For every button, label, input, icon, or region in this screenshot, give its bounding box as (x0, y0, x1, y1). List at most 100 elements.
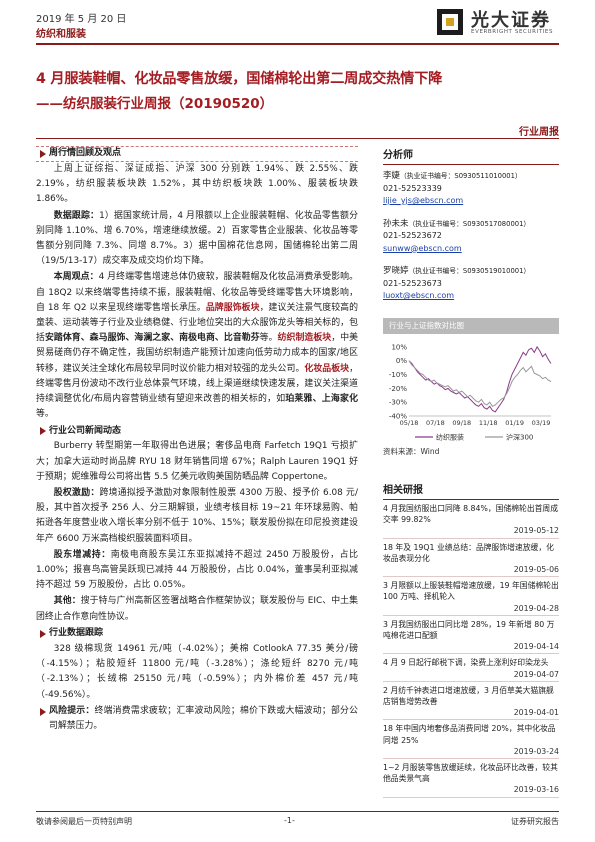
series-line-1 (408, 360, 552, 407)
x-tick-label: 11/18 (479, 419, 498, 427)
related-report-item[interactable]: 2 月纺千钟表进口增速放缓，3 月佰草美大猫旗舰店销售增势改善 2019-04-0… (383, 682, 559, 721)
title-divider (36, 138, 559, 139)
paragraph-text: ，中美贸易磋商仍存不确定性，我国纺织制造产能预计加速向低劳动力成本的国家/地区转… (36, 333, 359, 374)
related-report-title: 4 月 9 日起行邮税下调，染费上涨利好印染龙头 (383, 658, 549, 668)
logo-text: 光大证券 (471, 10, 551, 31)
series-line-0 (408, 345, 552, 413)
risk-paragraph: 风险提示：终端消费需求疲软；汇率波动风险；棉价下跌或大幅波动；部分公司解禁压力。 (36, 704, 358, 734)
chart-source: 资料来源：Wind (383, 447, 440, 456)
analyst-phone: 021-52523672 (383, 231, 442, 240)
triangle-bullet-icon (40, 427, 46, 436)
paragraph-text: 搜于特与广州高新区签署战略合作框架协议；联发股份与 EIC、中土集团终止合作意向… (36, 596, 359, 622)
report-subtitle: ——纺织服装行业周报（20190520） (36, 96, 274, 112)
related-report-title: 3 月限额以上服装鞋帽增速放缓，19 年国储棉轮出 100 万吨、择机轮入 (383, 581, 559, 602)
related-report-item[interactable]: 3 月限额以上服装鞋帽增速放缓，19 年国储棉轮出 100 万吨、择机轮入 201… (383, 577, 559, 616)
analyst-card: 罗晓婷（执业证书编号：S0930519010001） 021-52523673 … (383, 265, 559, 303)
index-comparison-chart: 行业与上证指数对比图 10% 0% -10% -20% -30% -40% 05/18 07/… (383, 318, 559, 456)
data-tracking-paragraph: 数据跟踪：1）据国家统计局，4 月限额以上企业服装鞋帽、化妆品零售额分别同降 1… (36, 209, 358, 270)
related-report-title: 2 月纺千钟表进口增速放缓，3 月佰草美大猫旗舰店销售增势改善 (383, 685, 554, 707)
paragraph-text: 4 月终端零售增速总体仍疲软，服装鞋帽及化妆品消费承受影响。自 18Q2 以来终… (36, 272, 359, 313)
analyst-phone: 021-52523673 (383, 278, 442, 288)
logo-subtext: EVERBRIGHT SECURITIES (471, 29, 554, 35)
paragraph-text: ，终端零售月份波动不改行业总体景气环境，线上渠道继续快速发展，建议关注渠道持续调… (36, 363, 358, 405)
triangle-bullet-icon (40, 707, 46, 716)
related-report-title: 18 年中国内地奢侈品消费同增 20%，其中化妆品同增 25% (383, 724, 556, 745)
related-heading: 相关研报 (383, 481, 559, 500)
analyst-card: 李婕（执业证书编号：S0930511010001） 021-52523339 l… (383, 170, 559, 208)
analyst-name: 罗晓婷 (383, 266, 409, 276)
related-report-title: 3 月我国纺服出口同比增 28%，19 年新增 80 万吨棉花进口配额 (383, 619, 555, 641)
triangle-bullet-icon (40, 150, 46, 158)
y-tick-label: -20% (389, 385, 407, 393)
report-title: 4 月服装鞋帽、化妆品零售放缓，国储棉轮出第二周成交热情下降 (36, 71, 443, 87)
lead-label: 数据跟踪： (53, 210, 100, 221)
y-tick-label: -30% (389, 399, 407, 407)
footer-divider (36, 811, 559, 812)
related-report-item[interactable]: 1~2 月服装零售放缓延续，化妆品环比改善，较其他品类景气高 2019-03-16 (383, 759, 559, 798)
analyst-phone: 021-52523339 (383, 183, 442, 193)
header-divider (36, 43, 559, 45)
related-reports: 相关研报 4 月我国纺服出口同降 8.84%，国储棉轮出首周成交率 99.82%… (383, 481, 559, 798)
x-tick-label: 03/19 (532, 419, 551, 427)
news-paragraph: Burberry 转型期第一年取得出色进展；奢侈品电商 Farfetch 19Q… (36, 441, 358, 482)
equity-incentive-paragraph: 股权激励：跨境通拟授予激励对象限制性股票 4300 万股、授予价 6.08 元/… (36, 486, 358, 547)
x-tick-label: 09/18 (452, 419, 471, 427)
related-report-item[interactable]: 4 月 9 日起行邮税下调，染费上涨利好印染龙头 2019-04-07 (383, 654, 559, 682)
page-number: -1- (284, 816, 295, 825)
paragraph-text: 终端消费需求疲软；汇率波动风险；棉价下跌或大幅波动；部分公司解禁压力。 (49, 705, 359, 731)
industry-data-paragraph: 328 级棉现货 14961 元/吨（-4.02%）；美棉 CotlookA 7… (36, 643, 358, 700)
company-names: 安踏体育、森马服饰、海澜之家、南极电商、比音勒芬 (44, 333, 260, 344)
brand-logo: 光大证券 EVERBRIGHT SECURITIES (435, 5, 560, 39)
report-type-label: 行业周报 (519, 127, 559, 138)
y-tick-label: 10% (391, 343, 407, 351)
related-report-item[interactable]: 18 年及 19Q1 业绩总结：品牌服饰增速放缓，化妆品表现分化 2019-05-… (383, 539, 559, 578)
triangle-bullet-icon (40, 629, 46, 638)
sector-label: 纺织和服装 (36, 29, 86, 40)
x-tick-label: 01/19 (505, 419, 524, 427)
related-report-date: 2019-04-14 (513, 642, 559, 652)
section-title: 行业公司新闻动态 (49, 425, 122, 436)
related-report-item[interactable]: 4 月我国纺服出口同降 8.84%，国储棉轮出首周成交率 99.82% 2019-… (383, 500, 559, 539)
company-names: 珀莱雅、上海家化 (285, 394, 358, 405)
lead-label: 股权激励： (53, 488, 100, 499)
shareholder-change-paragraph: 股东增减持：南极电商股东吴江东亚拟减持不超过 2450 万股股份，占比 1.00… (36, 548, 358, 594)
related-report-title: 4 月我国纺服出口同降 8.84%，国储棉轮出首周成交率 99.82% (383, 504, 559, 525)
analyst-name: 李婕 (383, 171, 401, 181)
highlight-brand-apparel: 品牌服饰板块 (205, 302, 260, 313)
related-report-date: 2019-03-16 (513, 785, 559, 795)
related-report-item[interactable]: 18 年中国内地奢侈品消费同增 20%，其中化妆品同增 25% 2019-03-2… (383, 720, 559, 760)
highlight-cosmetics: 化妆品板块 (304, 363, 350, 374)
related-report-item[interactable]: 3 月我国纺服出口同比增 28%，19 年新增 80 万吨棉花进口配额 2019-… (383, 616, 559, 655)
legend-label-1: 沪深300 (506, 433, 533, 442)
analyst-sidebar: 分析师 李婕（执业证书编号：S0930511010001） 021-525233… (383, 146, 559, 313)
chart-plot: 10% 0% -10% -20% -30% -40%05/18 07/18 09/18 11/1… (389, 343, 552, 442)
paragraph-text: 等。 (259, 333, 278, 344)
analyst-email-link[interactable]: lijie_yjs@ebscn.com (383, 196, 464, 205)
y-tick-label: 0% (396, 357, 407, 365)
analyst-card: 孙未未（执业证书编号：S0930517080001） 021-52523672 … (383, 218, 559, 256)
chart-title: 行业与上证指数对比图 (383, 318, 559, 334)
footer-report-label: 证券研究报告 (511, 817, 559, 826)
section-heading-data: 行业数据跟踪 (36, 626, 358, 642)
section-heading-news: 行业公司新闻动态 (36, 423, 358, 439)
related-report-date: 2019-04-28 (513, 603, 559, 613)
related-report-date: 2019-05-06 (513, 565, 559, 575)
analyst-heading: 分析师 (383, 146, 559, 165)
market-summary-paragraph: 上周上证综指、深证成指、沪深 300 分别跌 1.94%、跌 2.55%、跌 2… (36, 164, 358, 205)
other-news-paragraph: 其他：搜于特与广州高新区签署战略合作框架协议；联发股份与 EIC、中土集团终止合… (36, 594, 358, 624)
section-heading-weekly-review: 周行情回顾及观点 (36, 146, 358, 162)
analyst-email-link[interactable]: luoxt@ebscn.com (383, 291, 455, 300)
related-report-date: 2019-03-24 (513, 746, 559, 756)
analyst-license: （执业证书编号：S0930511010001） (400, 172, 522, 180)
related-report-date: 2019-04-01 (513, 708, 559, 718)
lead-label: 股东增减持： (53, 549, 111, 560)
related-report-date: 2019-04-07 (513, 669, 559, 679)
lead-label: 本周观点： (53, 272, 99, 283)
logo-mark-icon (437, 9, 463, 35)
analyst-email-link[interactable]: sunww@ebscn.com (383, 243, 462, 253)
related-report-title: 1~2 月服装零售放缓延续，化妆品环比改善，较其他品类景气高 (383, 763, 558, 784)
paragraph-text: ，建议关注景气度较高的童装、运动装等子行业及业绩稳健、行业地位突出的大众服饰龙头… (36, 302, 358, 344)
analyst-license: （执业证书编号：S0930517080001） (408, 219, 531, 228)
weekly-view-paragraph: 本周观点：4 月终端零售增速总体仍疲软，服装鞋帽及化妆品消费承受影响。自 18Q… (36, 270, 358, 422)
y-tick-label: -10% (389, 371, 407, 379)
